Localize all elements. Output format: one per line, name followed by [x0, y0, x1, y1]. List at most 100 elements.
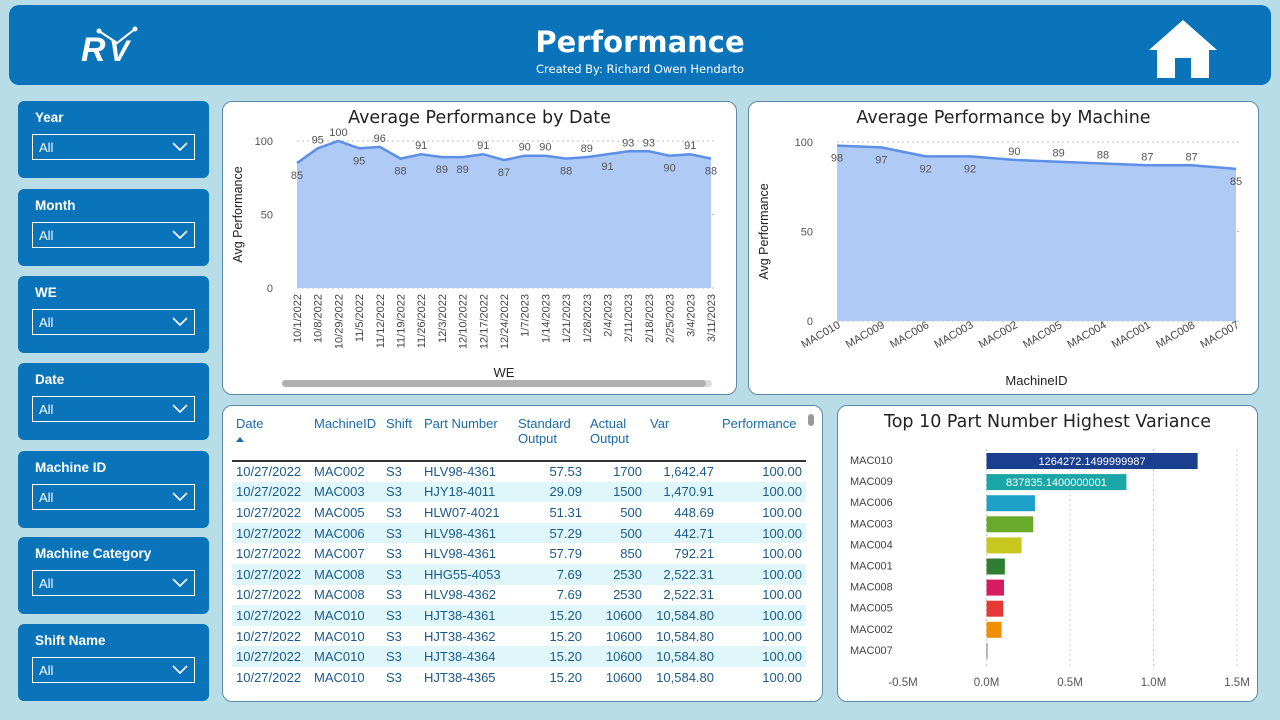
slicer-dropdown[interactable]: All [32, 222, 195, 248]
table-cell: MAC006 [310, 522, 382, 544]
table-cell: 1500 [586, 481, 646, 503]
x-tick-label: MAC004 [1065, 319, 1108, 351]
column-header[interactable]: Shift [382, 412, 420, 462]
data-label: 91 [415, 140, 427, 152]
chevron-down-icon [172, 317, 188, 327]
table-cell: 1,470.91 [646, 481, 718, 503]
sort-ascending-icon [236, 437, 244, 442]
table-cell: 1700 [613, 464, 642, 480]
y-tick-label: 0 [807, 316, 813, 328]
table-cell: 100.00 [718, 481, 806, 503]
table-row[interactable]: 10/27/2022 MAC006 S3 HLV98-4361 57.29 500 442.… [232, 522, 806, 544]
table-row[interactable]: 10/27/2022 MAC008 S3 HHG55-4053 7.69 2530 2,52… [232, 563, 806, 585]
table-cell: S3 [386, 546, 402, 562]
column-header-label: Date [236, 416, 264, 431]
table-cell: 500 [586, 522, 646, 544]
x-tick-label: 12/10/2022 [458, 294, 470, 349]
table-cell: 100.00 [762, 546, 802, 562]
table-cell: HJT38-4361 [420, 605, 514, 626]
data-label: 89 [1053, 148, 1065, 160]
column-header-label: MachineID [314, 416, 377, 431]
column-header[interactable]: Actual Output [586, 412, 646, 462]
column-header[interactable]: Var [646, 412, 718, 462]
table-cell: 100.00 [762, 504, 802, 520]
table-cell: 1,642.47 [663, 464, 714, 480]
table-cell: S3 [382, 605, 420, 626]
x-tick-label: 11/19/2022 [396, 294, 408, 348]
chevron-down-icon [172, 230, 188, 240]
table-cell: 2530 [613, 587, 642, 603]
data-label: 90 [663, 163, 675, 175]
data-label: 98 [831, 153, 843, 165]
x-tick-label: 3/4/2023 [685, 294, 697, 337]
chevron-down-icon [172, 142, 188, 152]
y-tick-label: 50 [261, 210, 273, 222]
table-row[interactable]: 10/27/2022 MAC010 S3 HJT38-4362 15.20 10600 10… [232, 626, 806, 647]
table-cell: 10/27/2022 [232, 646, 310, 667]
data-label: 89 [581, 143, 593, 155]
table-row[interactable]: 10/27/2022 MAC005 S3 HLW07-4021 51.31 500 448.… [232, 502, 806, 523]
table-row[interactable]: 10/27/2022 MAC003 S3 HJY18-4011 29.09 1500 1,4… [232, 481, 806, 503]
slicer-value: All [39, 663, 54, 678]
data-label: 85 [1230, 176, 1242, 188]
y-tick-label: 100 [255, 136, 273, 148]
column-header[interactable]: MachineID [310, 412, 382, 462]
table-scrollbar[interactable] [808, 414, 814, 426]
y-tick-label: MAC008 [850, 582, 893, 594]
table-cell: S3 [382, 481, 420, 503]
data-label: 95 [353, 155, 365, 167]
table-cell: 57.53 [549, 464, 582, 480]
x-tick-label: MAC006 [888, 319, 931, 351]
x-tick-label: 11/5/2022 [354, 294, 366, 342]
slicer-machine-category: Machine Category All [18, 537, 209, 614]
table-cell: MAC007 [314, 546, 365, 562]
y-tick-label: 0 [267, 283, 273, 295]
column-header[interactable]: Part Number [420, 412, 514, 462]
column-header-label: Var [650, 416, 670, 431]
slicer-dropdown[interactable]: All [32, 396, 195, 422]
slicer-date: Date All [18, 363, 209, 440]
data-label: 90 [519, 142, 531, 154]
chevron-down-icon [172, 665, 188, 675]
slicer-dropdown[interactable]: All [32, 657, 195, 683]
table-cell: 10/27/2022 [232, 563, 310, 585]
avg-perf-by-date-chart: 0 50 100 85 95 100 95 96 88 91 89 89 91 87 90 90 88 89 91 9… [231, 127, 718, 387]
slicer-dropdown[interactable]: All [32, 570, 195, 596]
slicer-label: WE [35, 285, 57, 300]
table-row[interactable]: 10/27/2022 MAC008 S3 HLV98-4362 7.69 2530 2,52… [232, 585, 806, 606]
table-row[interactable]: 10/27/2022 MAC010 S3 HJT38-4365 15.20 10600 10… [232, 667, 806, 688]
y-tick-label: MAC005 [850, 603, 893, 615]
table-row[interactable]: 10/27/2022 MAC010 S3 HJT38-4361 15.20 10600 10… [232, 605, 806, 626]
table-cell: 792.21 [674, 546, 714, 562]
slicer-label: Month [35, 198, 76, 213]
table-cell: 15.20 [549, 628, 582, 644]
column-header[interactable]: Performance [718, 412, 806, 462]
detail-table-wrap[interactable]: Date MachineID Shift Part Number Standard Ou… [232, 412, 814, 694]
home-icon[interactable] [1147, 18, 1219, 80]
column-header[interactable]: Date [232, 412, 310, 462]
data-label: 837835.1400000001 [1006, 477, 1107, 489]
table-cell: 10/27/2022 [232, 481, 310, 503]
slicer-value: All [39, 576, 54, 591]
column-header-label: Performance [722, 416, 797, 431]
table-row[interactable]: 10/27/2022 MAC010 S3 HJT38-4364 15.20 10600 10… [232, 646, 806, 667]
column-header[interactable]: Standard Output [514, 412, 586, 462]
slicer-dropdown[interactable]: All [32, 484, 195, 510]
slicer-dropdown[interactable]: All [32, 134, 195, 160]
slicer-dropdown[interactable]: All [32, 309, 195, 335]
table-row[interactable]: 10/27/2022 MAC007 S3 HLV98-4361 57.79 850 792.… [232, 543, 806, 564]
bar [986, 558, 1005, 575]
table-cell: 15.20 [514, 605, 586, 626]
x-tick-label: 1.5M [1224, 677, 1250, 689]
data-label: 89 [456, 164, 468, 176]
x-tick-label: MAC003 [932, 319, 975, 351]
y-axis-label: Avg Performance [231, 166, 245, 262]
table-cell: 10600 [586, 605, 646, 626]
slicer-we: WE All [18, 276, 209, 353]
page-subtitle: Created By: Richard Owen Hendarto [536, 62, 744, 76]
slicer-machine-id: Machine ID All [18, 451, 209, 528]
table-row[interactable]: 10/27/2022 MAC002 S3 HLV98-4361 57.53 1700 1,6… [232, 461, 806, 482]
data-label: 87 [498, 167, 510, 179]
table-cell: 10/27/2022 [232, 605, 310, 626]
top-variance-chart: -0.5M 0.0M 0.5M 1.0M 1.5M MAC010 1264272.14999… [850, 449, 1250, 689]
